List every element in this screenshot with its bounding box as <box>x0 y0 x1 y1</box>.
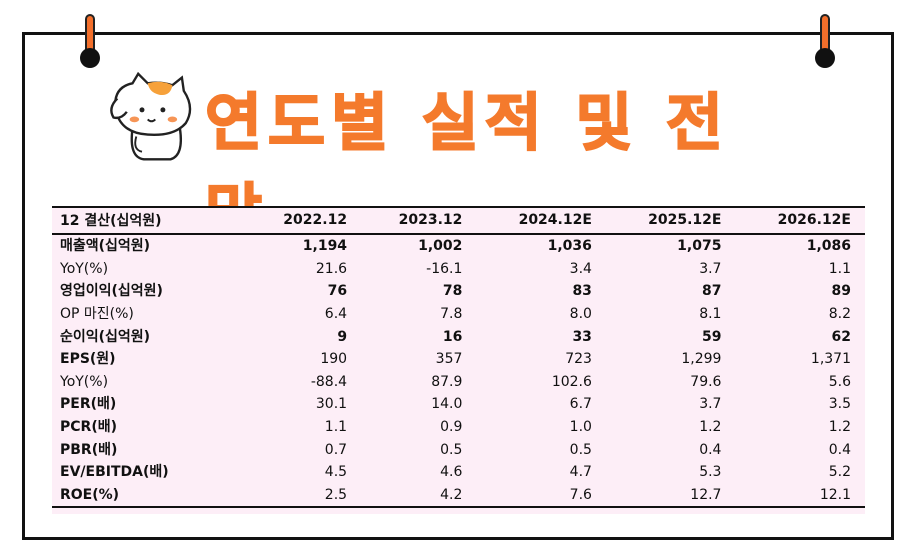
table-cell: 1,194 <box>302 238 348 255</box>
table-row: YoY(%) 21.6 -16.1 3.4 3.7 1.1 <box>52 258 865 281</box>
column-header: 2022.12 <box>245 206 362 235</box>
table-cell: 3.7 <box>699 396 722 413</box>
table-cell: 4.5 <box>324 464 348 481</box>
table-cell: 21.6 <box>315 260 348 277</box>
table-cell: 0.4 <box>828 441 851 458</box>
row-label: PER(배) <box>60 396 117 413</box>
table-cell: 89 <box>831 283 851 300</box>
table-cell: 102.6 <box>551 373 592 390</box>
table-cell: 87.9 <box>431 373 463 390</box>
table-cell: 7.6 <box>476 483 606 509</box>
table-row: PBR(배) 0.7 0.5 0.5 0.4 0.4 <box>52 438 865 461</box>
column-header: 2026.12E <box>735 206 865 235</box>
pushpin-head-icon <box>80 48 100 68</box>
table-row: YoY(%) -88.4 87.9 102.6 79.6 5.6 <box>52 371 865 394</box>
column-header: 2024.12E <box>476 206 606 235</box>
row-label: 매출액(십억원) <box>60 238 151 255</box>
table-row: 매출액(십억원) 1,194 1,002 1,036 1,075 1,086 <box>52 234 865 258</box>
table-cell: 0.5 <box>440 441 463 458</box>
table-cell: 8.0 <box>569 306 592 323</box>
table-cell: 1,075 <box>677 238 722 255</box>
table-cell: 1.1 <box>324 419 348 436</box>
table-cell: 9 <box>337 328 348 345</box>
table-row: EV/EBITDA(배) 4.5 4.6 4.7 5.3 5.2 <box>52 461 865 484</box>
row-label: YoY(%) <box>60 260 109 277</box>
table-cell: 1,036 <box>547 238 592 255</box>
table-row: OP 마진(%) 6.4 7.8 8.0 8.1 8.2 <box>52 303 865 326</box>
table-cell: 79.6 <box>690 373 722 390</box>
table-cell: 87 <box>701 283 722 300</box>
table-cell: 16 <box>442 328 463 345</box>
table-cell: 5.2 <box>828 464 851 481</box>
table-cell: 62 <box>831 328 851 345</box>
table-row: 영업이익(십억원) 76 78 83 87 89 <box>52 280 865 303</box>
row-label: EV/EBITDA(배) <box>60 464 169 481</box>
table-cell: 12.1 <box>735 483 865 509</box>
table-cell: 1.0 <box>569 419 592 436</box>
table-cell: 4.2 <box>361 483 477 509</box>
table-cell: 6.4 <box>324 306 348 323</box>
financial-table: 12 결산(십억원) 2022.12 2023.12 2024.12E 2025… <box>52 206 865 514</box>
row-label: PBR(배) <box>60 441 118 458</box>
table-cell: 0.7 <box>324 441 348 458</box>
table-cell: 0.5 <box>569 441 592 458</box>
table-cell: -88.4 <box>310 373 348 390</box>
table-cell: 30.1 <box>315 396 348 413</box>
table-cell: 78 <box>442 283 463 300</box>
table-row: PER(배) 30.1 14.0 6.7 3.7 3.5 <box>52 393 865 416</box>
row-label: PCR(배) <box>60 419 117 436</box>
table-cell: 1,086 <box>806 238 851 255</box>
table-cell: 5.6 <box>828 373 851 390</box>
table-cell: 0.4 <box>699 441 722 458</box>
table-cell: 76 <box>327 283 348 300</box>
column-header: 2023.12 <box>361 206 477 235</box>
table-cell: 1.2 <box>699 419 722 436</box>
table-row: ROE(%) 2.5 4.2 7.6 12.7 12.1 <box>52 483 865 509</box>
row-label: 순이익(십억원) <box>60 328 151 345</box>
table-cell: 1.1 <box>828 260 851 277</box>
table-cell: 12.7 <box>605 483 736 509</box>
table-cell: 8.2 <box>828 306 851 323</box>
table-row: EPS(원) 190 357 723 1,299 1,371 <box>52 348 865 371</box>
table-cell: 8.1 <box>699 306 722 323</box>
row-label: 영업이익(십억원) <box>60 283 163 300</box>
table-cell: 190 <box>320 351 348 368</box>
cat-mascot-icon <box>110 71 192 161</box>
pushpin-head-icon <box>815 48 835 68</box>
table-cell: 33 <box>572 328 592 345</box>
row-label: OP 마진(%) <box>60 306 134 323</box>
table-row: PCR(배) 1.1 0.9 1.0 1.2 1.2 <box>52 416 865 439</box>
table-row: 순이익(십억원) 9 16 33 59 62 <box>52 325 865 348</box>
table-cell: 14.0 <box>431 396 463 413</box>
table-cell: 7.8 <box>440 306 463 323</box>
table-cell: 2.5 <box>245 483 362 509</box>
table-cell: 723 <box>565 351 592 368</box>
table-cell: 3.5 <box>828 396 851 413</box>
table-cell: 1,371 <box>810 351 851 368</box>
table-cell: 0.9 <box>440 419 463 436</box>
table-cell: 59 <box>701 328 722 345</box>
row-label: ROE(%) <box>52 483 246 509</box>
table-cell: 3.4 <box>569 260 592 277</box>
table-cell: -16.1 <box>426 260 463 277</box>
column-header: 2025.12E <box>605 206 736 235</box>
table-cell: 4.6 <box>440 464 463 481</box>
row-label: EPS(원) <box>60 351 116 368</box>
table-cell: 3.7 <box>699 260 722 277</box>
table-cell: 4.7 <box>569 464 592 481</box>
table-cell: 357 <box>435 351 463 368</box>
table-cell: 1,002 <box>418 238 463 255</box>
table-cell: 1,299 <box>681 351 722 368</box>
table-cell: 1.2 <box>828 419 851 436</box>
table-top-rule <box>52 206 865 208</box>
table-cell: 83 <box>572 283 592 300</box>
column-header: 12 결산(십억원) <box>52 206 246 235</box>
row-label: YoY(%) <box>60 373 109 390</box>
table-cell: 6.7 <box>569 396 592 413</box>
table-cell: 5.3 <box>699 464 722 481</box>
table-header-row: 12 결산(십억원) 2022.12 2023.12 2024.12E 2025… <box>52 206 865 235</box>
page-title: 연도별 실적 및 전망 <box>204 85 730 250</box>
